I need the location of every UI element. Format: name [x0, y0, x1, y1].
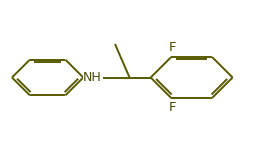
Text: F: F: [169, 41, 176, 54]
Text: NH: NH: [83, 71, 102, 84]
Text: F: F: [169, 101, 176, 114]
